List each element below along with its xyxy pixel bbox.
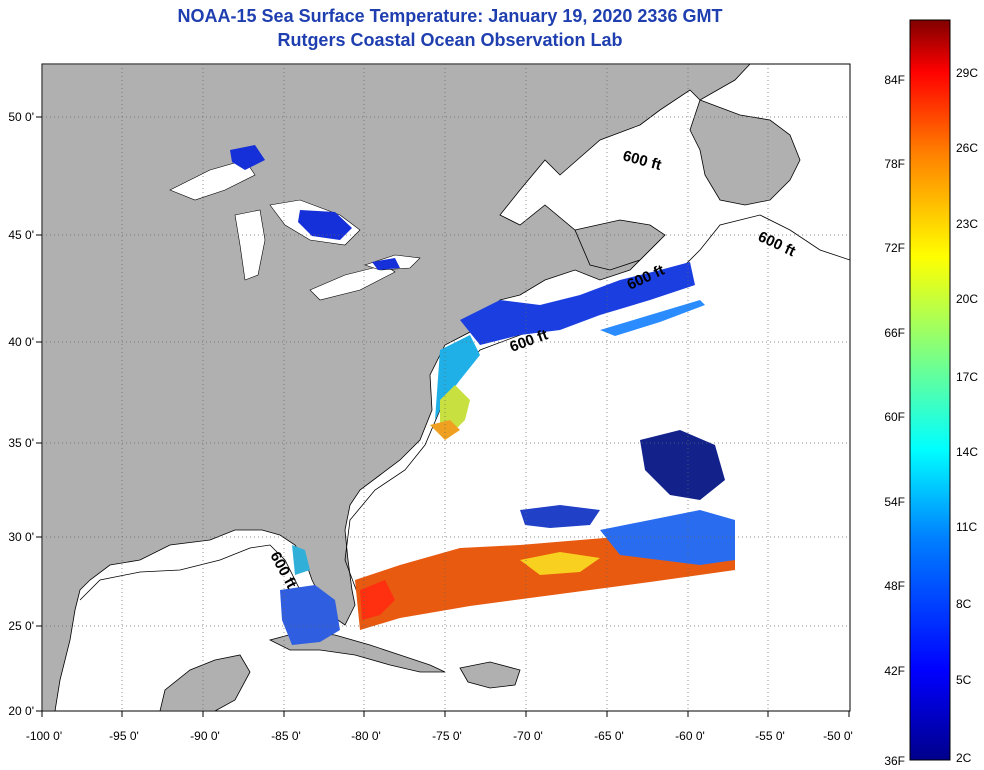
- lon-tick-label: -50 0': [823, 729, 853, 743]
- lat-tick-label: 40 0': [8, 335, 34, 349]
- lat-tick-label: 25 0': [8, 619, 34, 633]
- lat-tick-label: 35 0': [8, 436, 34, 450]
- lon-tick-label: -60 0': [675, 729, 705, 743]
- lat-tick-label: 45 0': [8, 228, 34, 242]
- lon-tick-label: -75 0': [432, 729, 462, 743]
- sst-offshore-cool: [520, 430, 735, 565]
- colorbar-c-label: 17C: [956, 370, 978, 384]
- grand-banks-contour: [679, 214, 850, 271]
- colorbar-f-label: 66F: [884, 326, 905, 340]
- colorbar-c-label: 14C: [956, 445, 978, 459]
- colorbar-c-label: 11C: [956, 520, 977, 534]
- axis-ticks: [36, 116, 850, 717]
- lat-tick-label: 50 0': [8, 110, 34, 124]
- map-subtitle: Rutgers Coastal Ocean Observation Lab: [277, 30, 623, 50]
- lon-tick-label: -80 0': [351, 729, 381, 743]
- land-yucatan: [159, 654, 251, 711]
- colorbar-f-label: 72F: [884, 241, 905, 255]
- colorbar-f-labels: 84F 78F 72F 66F 60F 54F 48F 42F 36F: [884, 73, 905, 768]
- sst-cold-shelf: [430, 262, 705, 440]
- lon-tick-label: -65 0': [594, 729, 624, 743]
- lon-tick-label: -70 0': [513, 729, 543, 743]
- lon-tick-label: -90 0': [190, 729, 220, 743]
- colorbar-c-label: 26C: [956, 141, 978, 155]
- graticule: [42, 64, 850, 711]
- colorbar-c-label: 20C: [956, 292, 978, 306]
- land-newfoundland: [689, 99, 801, 206]
- land-north-america: [42, 64, 751, 711]
- lake-sst: [230, 145, 400, 270]
- lon-tick-label: -100 0': [26, 729, 62, 743]
- colorbar-f-label: 42F: [884, 664, 905, 678]
- lat-tick-label: 20 0': [8, 704, 34, 718]
- colorbar-f-label: 48F: [884, 579, 905, 593]
- lat-tick-label: 30 0': [8, 530, 34, 544]
- lat-labels: 20 0' 25 0' 30 0' 35 0' 40 0' 45 0' 50 0…: [8, 110, 34, 718]
- colorbar-c-labels: 29C 26C 23C 20C 17C 14C 11C 8C 5C 2C: [956, 66, 978, 765]
- colorbar-f-label: 36F: [884, 754, 905, 768]
- lon-tick-label: -55 0': [755, 729, 785, 743]
- colorbar-c-label: 23C: [956, 217, 978, 231]
- land-nova-scotia: [574, 219, 666, 271]
- colorbar-f-label: 60F: [884, 410, 905, 424]
- lon-tick-label: -85 0': [271, 729, 301, 743]
- sst-warm-swath: [355, 535, 735, 630]
- sst-gulf-patch: [280, 545, 340, 645]
- lon-labels: -100 0' -95 0' -90 0' -85 0' -80 0' -75 …: [26, 729, 853, 743]
- colorbar-c-label: 2C: [956, 751, 972, 765]
- colorbar: [909, 19, 951, 761]
- colorbar-f-label: 84F: [884, 73, 905, 87]
- lon-tick-label: -95 0': [109, 729, 139, 743]
- land-hispaniola: [459, 661, 521, 689]
- colorbar-c-label: 8C: [956, 597, 972, 611]
- colorbar-c-label: 29C: [956, 66, 978, 80]
- map-title: NOAA-15 Sea Surface Temperature: January…: [177, 6, 723, 26]
- colorbar-c-label: 5C: [956, 673, 972, 687]
- colorbar-f-label: 78F: [884, 157, 905, 171]
- colorbar-f-label: 54F: [884, 495, 905, 509]
- map-content: 600 ft 600 ft 600 ft 600 ft 600 ft: [42, 64, 850, 711]
